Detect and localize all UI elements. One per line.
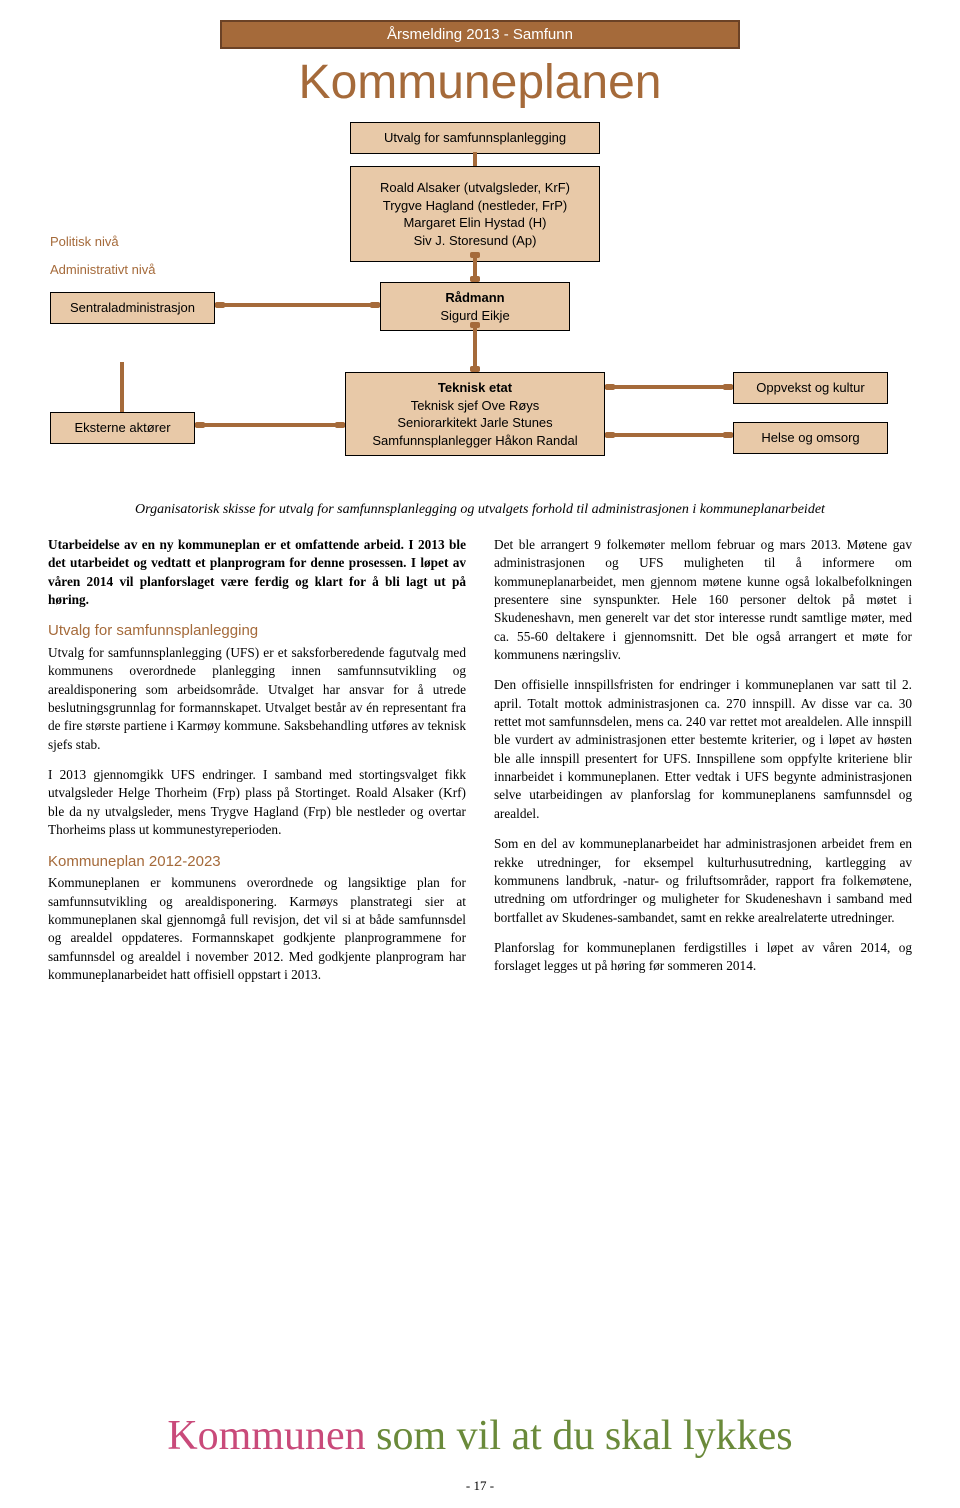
member-1: Trygve Hagland (nestleder, FrP) — [361, 197, 589, 215]
box-oppvekst: Oppvekst og kultur — [733, 372, 888, 404]
teknisk-l2: Seniorarkitekt Jarle Stunes — [356, 414, 594, 432]
org-chart: Utvalg for samfunnsplanlegging Roald Als… — [50, 122, 910, 484]
slogan-word1: Kommunen — [167, 1413, 365, 1459]
right-p2: Den offisielle innspillsfristen for endr… — [494, 676, 912, 823]
left-p2: Utvalg for samfunnsplanlegging (UFS) er … — [48, 644, 466, 754]
box-helse: Helse og omsorg — [733, 422, 888, 454]
subhead-utvalg: Utvalg for samfunnsplanlegging — [48, 621, 466, 642]
teknisk-title: Teknisk etat — [356, 379, 594, 397]
page-number: - 17 - — [0, 1478, 960, 1494]
member-3: Siv J. Storesund (Ap) — [361, 232, 589, 250]
header-bar: Årsmelding 2013 - Samfunn — [220, 20, 740, 49]
box-sentral: Sentraladministrasjon — [50, 292, 215, 324]
box-utvalg: Utvalg for samfunnsplanlegging — [350, 122, 600, 154]
page-title: Kommuneplanen — [0, 55, 960, 110]
member-2: Margaret Elin Hystad (H) — [361, 214, 589, 232]
left-column: Utarbeidelse av en ny kommuneplan er et … — [48, 536, 466, 996]
teknisk-l3: Samfunnsplanlegger Håkon Randal — [356, 432, 594, 450]
left-p1: Utarbeidelse av en ny kommuneplan er et … — [48, 536, 466, 609]
chart-caption: Organisatorisk skisse for utvalg for sam… — [70, 502, 890, 518]
right-p3: Som en del av kommuneplanarbeidet har ad… — [494, 835, 912, 927]
right-p4: Planforslag for kommuneplanen ferdigstil… — [494, 939, 912, 976]
radmann-title: Rådmann — [391, 289, 559, 307]
right-p1: Det ble arrangert 9 folkemøter mellom fe… — [494, 536, 912, 664]
box-eksterne: Eksterne aktører — [50, 412, 195, 444]
right-column: Det ble arrangert 9 folkemøter mellom fe… — [494, 536, 912, 996]
left-p4: Kommuneplanen er kommunens overordnede o… — [48, 874, 466, 984]
subhead-kommuneplan: Kommuneplan 2012-2023 — [48, 852, 466, 873]
utvalg-title: Utvalg for samfunnsplanlegging — [384, 130, 566, 145]
member-0: Roald Alsaker (utvalgsleder, KrF) — [361, 179, 589, 197]
label-politisk: Politisk nivå — [50, 234, 119, 249]
teknisk-l1: Teknisk sjef Ove Røys — [356, 397, 594, 415]
slogan: Kommunen som vil at du skal lykkes — [0, 1412, 960, 1460]
body-columns: Utarbeidelse av en ny kommuneplan er et … — [0, 536, 960, 996]
left-p3: I 2013 gjennomgikk UFS endringer. I samb… — [48, 766, 466, 839]
label-admin: Administrativt nivå — [50, 262, 155, 277]
box-utvalg-members: Roald Alsaker (utvalgsleder, KrF) Trygve… — [350, 166, 600, 262]
box-teknisk: Teknisk etat Teknisk sjef Ove Røys Senio… — [345, 372, 605, 456]
slogan-rest: som vil at du skal lykkes — [366, 1413, 793, 1459]
